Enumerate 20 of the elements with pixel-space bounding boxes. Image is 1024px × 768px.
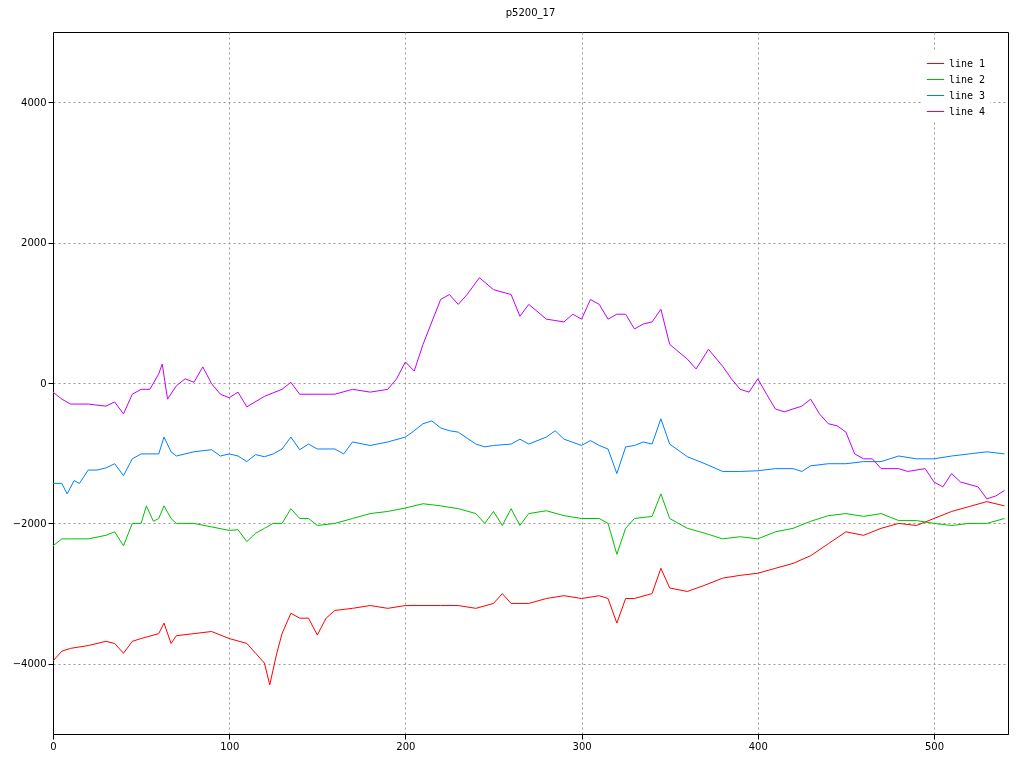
line-series	[53, 501, 1005, 686]
x-tick-label: 300	[572, 740, 592, 752]
x-tick-label: 500	[924, 740, 945, 752]
y-tick-label: 2000	[21, 237, 47, 249]
chart-title: p5200_17	[505, 7, 556, 19]
x-tick-label: 100	[220, 740, 240, 752]
y-tick-label: −4000	[12, 658, 47, 670]
y-tick-label: 4000	[21, 96, 47, 108]
x-tick-label: 200	[396, 740, 416, 752]
y-tick-label: 0	[40, 377, 47, 389]
line-series	[53, 277, 1005, 500]
line-series	[53, 493, 1005, 555]
legend-label: line 1	[949, 57, 986, 69]
legend-label: line 4	[949, 105, 986, 117]
x-tick-label: 0	[50, 740, 57, 752]
line-series	[53, 418, 1005, 495]
legend-label: line 3	[949, 89, 986, 101]
legend-label: line 2	[949, 73, 986, 85]
y-tick-label: −2000	[12, 517, 47, 529]
x-tick-label: 400	[748, 740, 768, 752]
